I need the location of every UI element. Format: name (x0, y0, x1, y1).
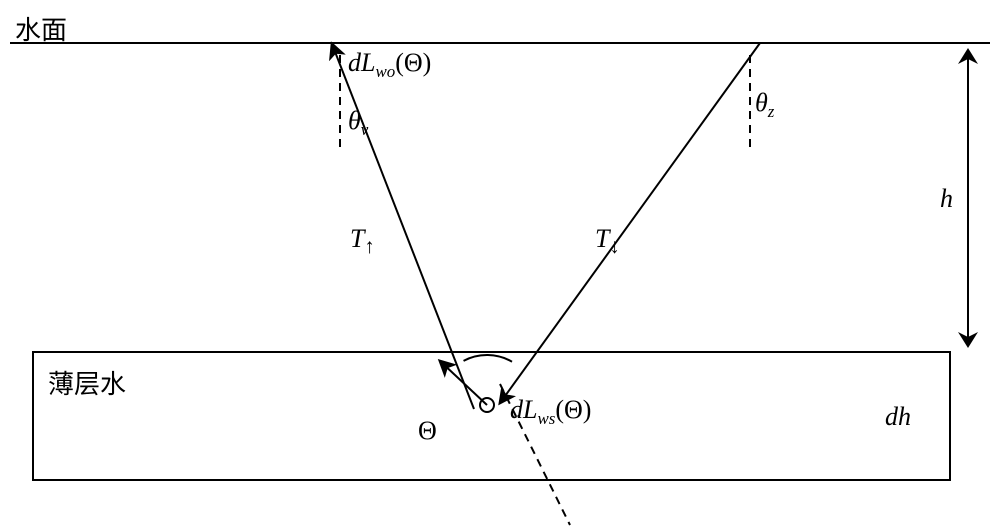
label-T-down: T↓ (595, 224, 620, 259)
water-surface-label: 水面 (15, 10, 67, 47)
label-dh: dh (885, 402, 911, 432)
label-theta-v: θv (348, 106, 368, 140)
label-Theta: Θ (418, 416, 437, 446)
label-dLws: dLws(Θ) (510, 395, 591, 429)
label-T-up: T↑ (350, 224, 375, 259)
label-h: h (940, 184, 953, 214)
label-theta-z: θz (755, 88, 774, 122)
diagram-svg (0, 0, 1000, 530)
figure-container: { "figure": { "type": "diagram", "width"… (0, 0, 1000, 530)
label-dLwo: dLwo(Θ) (348, 48, 431, 82)
thin-layer-label: 薄层水 (48, 364, 126, 401)
